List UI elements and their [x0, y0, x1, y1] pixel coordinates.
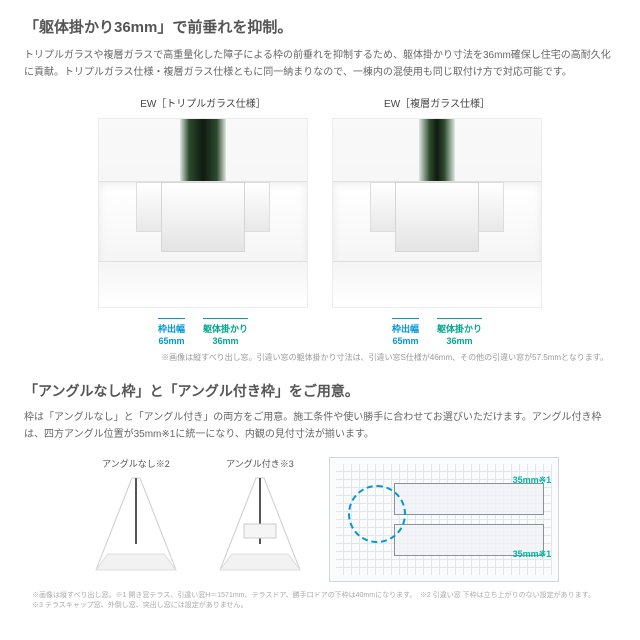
title-accent: 「躯体掛かり36mm」	[24, 19, 172, 36]
dim-body-val: 36mm	[203, 336, 248, 346]
dim-body-label: 躯体掛かり	[437, 318, 482, 335]
frame	[99, 181, 307, 307]
profile-label: アングル付き※3	[226, 457, 294, 470]
figure-label: EW［トリプルガラス仕様］	[140, 95, 266, 110]
section1-desc: トリプルガラスや複層ガラスで高重量化した障子による枠の前垂れを抑制するため、躯体…	[24, 47, 616, 81]
dimensions: 枠出幅65mm 躯体掛かり36mm	[392, 318, 482, 346]
section2-desc: 枠は「アングルなし」と「アングル付き」の両方をご用意。施工条件や使い勝手に合わせ…	[24, 409, 616, 443]
dim-frame-label: 枠出幅	[392, 318, 419, 335]
dim-body-val: 36mm	[437, 336, 482, 346]
figure-row: EW［トリプルガラス仕様］ 枠出幅65mm 躯体掛かり36mm EW［複層ガラス…	[24, 95, 616, 346]
cross-section-double	[332, 118, 542, 308]
dimension-mark: 35mm※1	[513, 475, 552, 486]
dim-frame-val: 65mm	[158, 336, 185, 346]
technical-drawing: 35mm※1 35mm※1	[329, 457, 559, 582]
section2-title: 「アングルなし枠」と「アングル付き枠」をご用意。	[24, 381, 616, 401]
dim-frame-label: 枠出幅	[158, 318, 185, 335]
figure-label: EW［複層ガラス仕様］	[384, 95, 490, 110]
cross-section-triple	[98, 118, 308, 308]
dim-frame-val: 65mm	[392, 336, 419, 346]
dimensions: 枠出幅65mm 躯体掛かり36mm	[158, 318, 248, 346]
section1-note: ※画像は縦すべり出し窓。引違い窓の躯体掛かり寸法は、引違い窓S仕様が46mm、そ…	[24, 352, 616, 363]
dimension-mark: 35mm※1	[513, 549, 552, 560]
figure-double: EW［複層ガラス仕様］ 枠出幅65mm 躯体掛かり36mm	[332, 95, 542, 346]
profile-with-angle: アングル付き※3	[205, 457, 315, 574]
figure-row-2: アングルなし※2 アングル付き※3 35mm※1 35mm※1	[24, 457, 616, 582]
title-rest: で前垂れを抑制。	[172, 19, 292, 36]
profile-shape	[86, 474, 186, 574]
figure-triple: EW［トリプルガラス仕様］ 枠出幅65mm 躯体掛かり36mm	[98, 95, 308, 346]
dim-body-label: 躯体掛かり	[203, 318, 248, 335]
profile-no-angle: アングルなし※2	[81, 457, 191, 574]
frame	[333, 181, 541, 307]
section1-title: 「躯体掛かり36mm」で前垂れを抑制。	[24, 16, 616, 37]
profile-label: アングルなし※2	[102, 457, 170, 470]
profile-shape	[210, 474, 310, 574]
section2-note: ※画像は縦すべり出し窓。※1 開き窓テラス、引違い窓H＝1571mm、テラスドア…	[24, 590, 616, 610]
detail-circle	[348, 485, 406, 543]
